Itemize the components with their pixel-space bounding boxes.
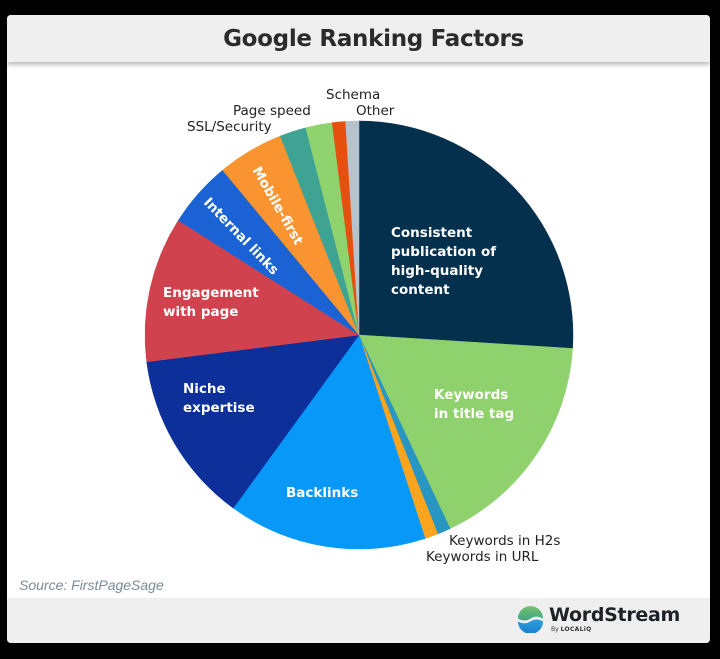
pie-slice-keywords-in-title-tag <box>358 334 573 529</box>
slice-label-keywords-in-title-tag: Keywords in title tag <box>434 387 514 422</box>
chart-title: Google Ranking Factors <box>223 25 524 52</box>
source-note: Source: FirstPageSage <box>19 577 164 593</box>
pie-slice-engagement-with-page <box>144 219 360 363</box>
slice-label-backlinks: Backlinks <box>286 485 358 501</box>
slice-label-schema: Schema <box>326 87 380 103</box>
pie-slice-consistent-publication-of-high-quality-content <box>358 120 574 349</box>
slice-label-niche-expertise: Niche expertise <box>183 381 255 416</box>
title-bar: Google Ranking Factors <box>7 15 710 62</box>
logo-by: By <box>551 626 559 633</box>
slice-label-other: Other <box>356 103 395 119</box>
slice-label-consistent-publication-of-high-quality-content: Consistent publication of high-quality cont… <box>391 225 496 298</box>
pie-slices <box>144 120 574 550</box>
pie-slice-niche-expertise <box>146 334 360 509</box>
footer-bar: WordStream By LOCALiQ <box>7 598 710 643</box>
wordstream-logo: WordStream By LOCALiQ <box>517 606 680 633</box>
pie-chart: Consistent publication of high-quality cont… <box>144 87 574 565</box>
slice-label-page-speed: Page speed <box>233 103 311 119</box>
pie-slice-other <box>345 120 360 336</box>
chart-card: Google Ranking Factors Consistent publica… <box>7 15 710 643</box>
logo-company: LOCALiQ <box>560 626 592 633</box>
wordstream-wave-icon <box>518 606 544 633</box>
slice-label-engagement-with-page: Engagement with page <box>163 285 259 320</box>
pie-slice-backlinks <box>232 334 426 550</box>
slice-label-keywords-in-url: Keywords in URL <box>426 549 539 565</box>
slice-label-keywords-in-h2s: Keywords in H2s <box>449 533 560 549</box>
logo-byline: By LOCALiQ <box>551 627 680 633</box>
slice-label-ssl-security: SSL/Security <box>187 119 272 135</box>
logo-wordmark: WordStream <box>549 604 680 626</box>
